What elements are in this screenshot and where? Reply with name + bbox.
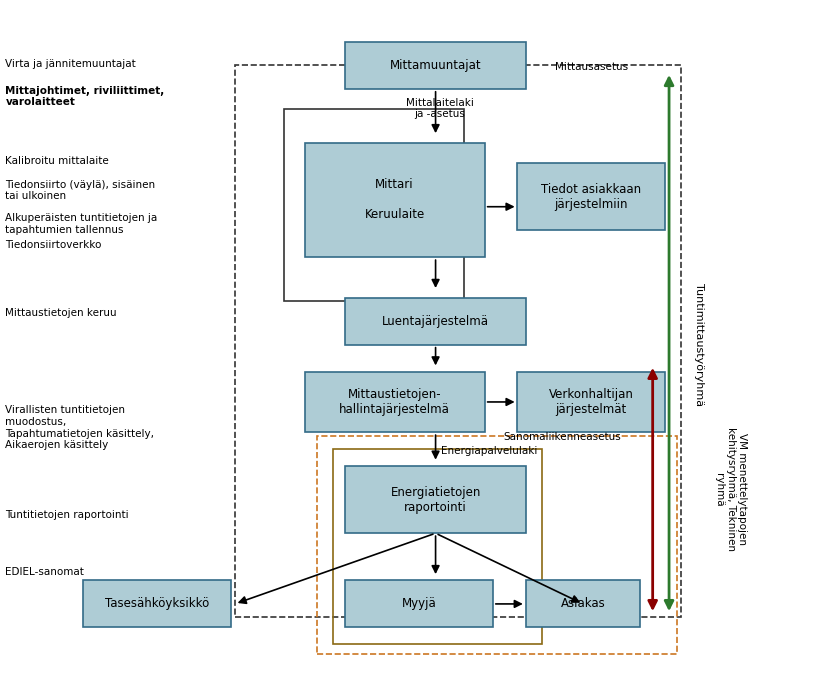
Text: Tiedot asiakkaan
järjestelmiin: Tiedot asiakkaan järjestelmiin [541, 183, 641, 211]
Text: Mittausasetus: Mittausasetus [555, 62, 628, 72]
FancyBboxPatch shape [345, 581, 493, 627]
Text: Luentajärjestelmä: Luentajärjestelmä [382, 314, 489, 328]
FancyBboxPatch shape [526, 581, 640, 627]
Text: Mittaustietojen-
hallintajärjestelmä: Mittaustietojen- hallintajärjestelmä [339, 388, 450, 416]
Text: Tuntitietojen raportointi: Tuntitietojen raportointi [6, 510, 129, 520]
Text: Mittaustietojen keruu: Mittaustietojen keruu [6, 308, 117, 318]
Text: EDIEL-sanomat: EDIEL-sanomat [6, 567, 85, 577]
Text: Tiedonsiirtoverkko: Tiedonsiirtoverkko [6, 241, 102, 250]
Text: Energiapalvelulaki: Energiapalvelulaki [441, 445, 537, 456]
Text: Virallisten tuntitietojen
muodostus,
Tapahtumatietojen käsittely,
Aikaerojen käs: Virallisten tuntitietojen muodostus, Tap… [6, 406, 155, 450]
Text: Alkuperäisten tuntitietojen ja
tapahtumien tallennus: Alkuperäisten tuntitietojen ja tapahtumi… [6, 214, 158, 235]
FancyBboxPatch shape [345, 466, 526, 533]
Text: Tasesähköyksikkö: Tasesähköyksikkö [105, 598, 209, 610]
FancyBboxPatch shape [304, 143, 485, 257]
Text: Virta ja jännitemuuntajat: Virta ja jännitemuuntajat [6, 59, 136, 68]
FancyBboxPatch shape [518, 372, 665, 432]
Text: Kalibroitu mittalaite: Kalibroitu mittalaite [6, 156, 109, 166]
Text: Mittamuuntajat: Mittamuuntajat [390, 59, 482, 72]
FancyBboxPatch shape [83, 581, 231, 627]
Text: Tuntimittaustyöryhmä: Tuntimittaustyöryhmä [694, 283, 704, 406]
Text: Sanomaliikenneasetus: Sanomaliikenneasetus [504, 433, 621, 442]
FancyBboxPatch shape [345, 42, 526, 89]
Text: Mittari

Keruulaite: Mittari Keruulaite [364, 178, 425, 222]
Text: Verkonhaltijan
järjestelmät: Verkonhaltijan järjestelmät [549, 388, 634, 416]
Text: Mittalaitelaki
ja -asetus: Mittalaitelaki ja -asetus [406, 97, 473, 119]
Text: Energiatietojen
raportointi: Energiatietojen raportointi [390, 485, 481, 514]
FancyBboxPatch shape [304, 372, 485, 432]
Text: Myyjä: Myyjä [402, 598, 436, 610]
Text: Mittajohtimet, riviliittimet,
varolaitteet: Mittajohtimet, riviliittimet, varolaitte… [6, 86, 164, 107]
FancyBboxPatch shape [518, 163, 665, 231]
Text: Asiakas: Asiakas [561, 598, 606, 610]
Text: Tiedonsiirto (väylä), sisäinen
tai ulkoinen: Tiedonsiirto (väylä), sisäinen tai ulkoi… [6, 180, 155, 201]
FancyBboxPatch shape [345, 297, 526, 345]
Text: VM menettelytapojen
kehitysryhmä, Tekninen
ryhmä: VM menettelytapojen kehitysryhmä, Teknin… [714, 427, 747, 552]
